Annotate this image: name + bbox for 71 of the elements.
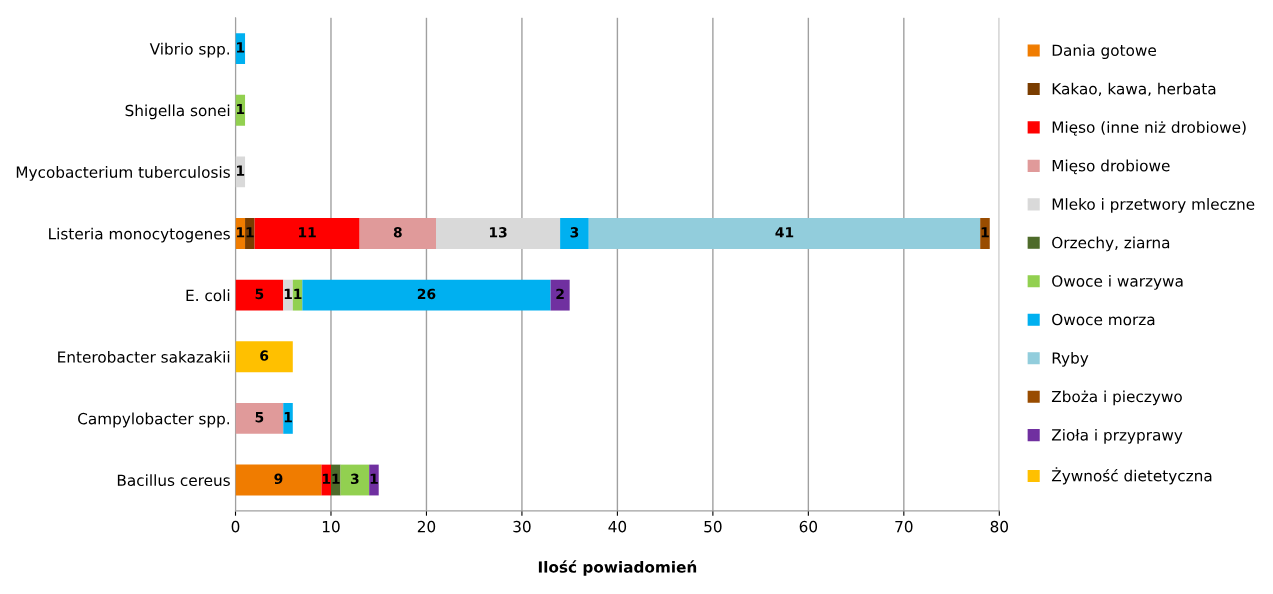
data-label: 6 — [260, 350, 269, 361]
data-label: 5 — [255, 288, 264, 300]
x-tick-label: 70 — [895, 520, 913, 533]
data-label: 41 — [775, 227, 794, 238]
data-label: 5 — [255, 412, 264, 423]
bar — [560, 218, 589, 249]
data-label: 26 — [417, 288, 436, 300]
data-label: 1 — [370, 473, 378, 484]
data-label: 9 — [274, 473, 283, 485]
data-label: 3 — [570, 227, 579, 238]
data-label: 1 — [332, 473, 340, 484]
y-tick-label: Mycobacterium tuberculosis — [16, 166, 230, 181]
x-tick-label: 30 — [513, 520, 531, 533]
data-label: 1 — [284, 412, 292, 423]
legend-label: Ryby — [1052, 351, 1089, 367]
bar — [283, 279, 293, 311]
bar — [980, 218, 990, 249]
bar — [340, 464, 370, 496]
data-label: 2 — [556, 288, 564, 299]
bar — [235, 279, 284, 311]
bar — [283, 402, 293, 434]
y-tick-label: Campylobacter spp. — [78, 412, 229, 428]
data-label: 13 — [489, 227, 507, 238]
legend-label: Owoce i warzywa — [1052, 275, 1183, 290]
data-label: 1 — [237, 227, 245, 238]
x-tick-label: 10 — [322, 520, 340, 533]
x-tick-label: 0 — [231, 520, 240, 533]
x-tick-label: 40 — [608, 520, 627, 533]
x-axis-title: Ilość powiadomień — [538, 560, 697, 576]
data-label: 1 — [322, 473, 331, 484]
y-tick-label: E. coli — [186, 289, 230, 302]
y-tick-label: Listeria monocytogenes — [49, 227, 230, 243]
bar — [359, 218, 436, 249]
y-tick-label: Shigella sonei — [125, 104, 230, 120]
bar — [588, 218, 981, 249]
x-tick-label: 50 — [704, 520, 722, 533]
bar — [330, 464, 341, 496]
data-label: 1 — [246, 227, 254, 238]
data-label: 11 — [299, 227, 316, 238]
bar — [235, 402, 284, 434]
x-tick-label: 80 — [990, 520, 1009, 533]
legend-label: Kakao, kawa, herbata — [1052, 82, 1216, 97]
data-label: 1 — [237, 103, 245, 115]
y-tick-label: Enterobacter sakazakii — [58, 350, 230, 363]
legend-label: Zioła i przyprawy — [1051, 428, 1183, 444]
bar — [302, 279, 551, 311]
y-tick-label: Bacillus cereus — [117, 474, 230, 487]
legend-label: Żywność dietetyczna — [1051, 467, 1212, 485]
bar — [436, 218, 561, 249]
bar — [235, 464, 322, 496]
y-tick-label: Vibrio spp. — [149, 42, 229, 58]
bar — [245, 218, 255, 249]
data-label: 1 — [237, 42, 245, 53]
x-tick-label: 20 — [417, 520, 436, 533]
legend-label: Mięso (inne niż drobiowe) — [1052, 121, 1246, 136]
data-label: 3 — [350, 473, 359, 485]
legend-label: Mięso drobiowe — [1052, 159, 1170, 175]
data-label: 1 — [294, 288, 302, 299]
legend-label: Owoce morza — [1052, 313, 1155, 326]
data-label: 1 — [284, 288, 292, 299]
data-label: 8 — [393, 227, 402, 238]
bar — [550, 279, 570, 311]
data-label: 1 — [981, 227, 989, 238]
bar — [254, 218, 360, 249]
legend-label: Zboża i pieczywo — [1051, 390, 1182, 406]
legend-label: Orzechy, ziarna — [1052, 236, 1170, 252]
legend-label: Dania gotowe — [1052, 44, 1156, 59]
legend-label: Mleko i przetwory mleczne — [1052, 198, 1255, 213]
data-label: 1 — [237, 165, 245, 176]
bar — [235, 341, 293, 373]
x-tick-label: 60 — [799, 520, 818, 533]
